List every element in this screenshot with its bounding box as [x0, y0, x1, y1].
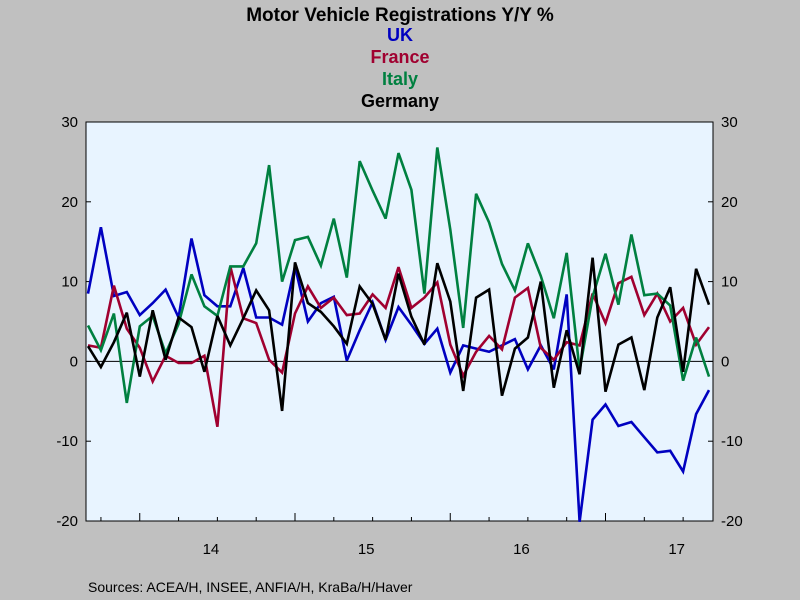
source-note: Sources: ACEA/H, INSEE, ANFIA/H, KraBa/H… — [88, 579, 413, 595]
series-line-france — [87, 266, 711, 428]
y-tick-label-left: 20 — [61, 194, 78, 211]
series-line-germany — [86, 257, 711, 412]
legend-italy: Italy — [382, 69, 418, 89]
legend-uk: UK — [387, 25, 413, 45]
y-tick-label-left: 0 — [70, 353, 78, 370]
y-tick-label-left: 10 — [61, 274, 78, 291]
y-tick-label-right: 10 — [721, 274, 738, 291]
x-tick-label: 15 — [358, 541, 375, 558]
x-tick-label: 14 — [203, 541, 220, 558]
y-tick-label-right: -20 — [721, 513, 743, 530]
plot-area — [85, 121, 714, 522]
chart-title: Motor Vehicle Registrations Y/Y % — [246, 5, 554, 26]
axes: -20 -20 -10 -10 0 0 10 10 20 20 30 30 14 15 16 17 — [56, 114, 742, 558]
y-tick-label-right: 30 — [721, 114, 738, 131]
legend-germany: Germany — [361, 91, 439, 111]
x-tick-label: 17 — [668, 541, 685, 558]
y-tick-label-left: -20 — [56, 513, 78, 530]
series-line-uk — [86, 227, 711, 522]
y-tick-label-left: 30 — [61, 114, 78, 131]
y-tick-label-left: -10 — [56, 433, 78, 450]
y-tick-label-right: 0 — [721, 353, 729, 370]
series-line-italy — [86, 147, 711, 404]
x-tick-label: 16 — [513, 541, 530, 558]
legend-france: France — [370, 47, 429, 67]
y-tick-label-right: -10 — [721, 433, 743, 450]
y-tick-label-right: 20 — [721, 194, 738, 211]
series-lines — [86, 147, 711, 522]
